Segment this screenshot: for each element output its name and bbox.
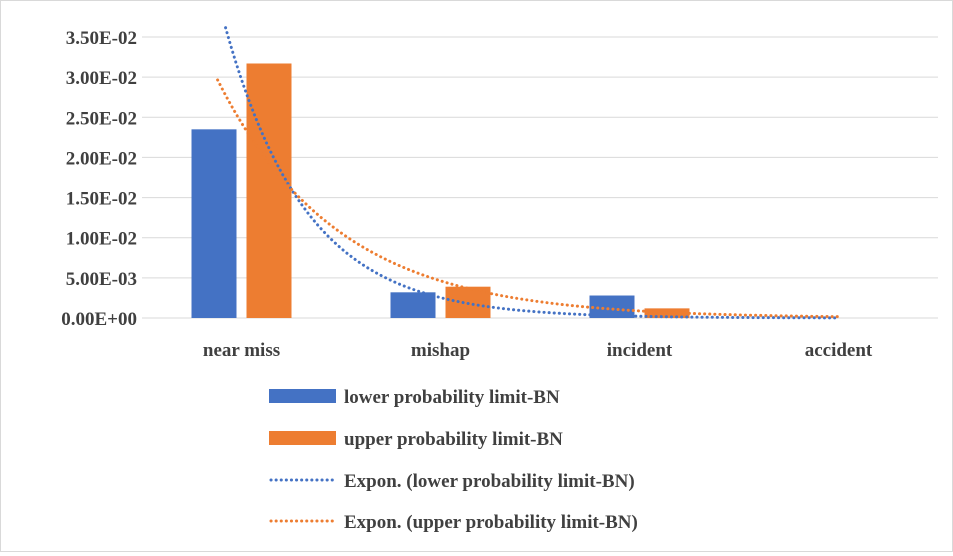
trendlines (216, 26, 840, 320)
y-tick-label: 3.00E-02 (66, 68, 137, 89)
bars (191, 63, 690, 318)
y-tick-label: 5.00E-03 (66, 269, 137, 290)
y-axis-ticks: 0.00E+00 5.00E-03 1.00E-02 1.50E-02 2.00E-02… (61, 28, 137, 330)
x-tick-label: accident (805, 340, 873, 361)
x-tick-label: incident (607, 340, 673, 361)
bar-upper-near-miss (246, 63, 292, 318)
legend-label: Expon. (lower probability limit-BN) (344, 471, 635, 492)
y-tick-label: 3.50E-02 (66, 28, 137, 49)
x-tick-label: near miss (203, 340, 280, 361)
legend-label: lower probability limit-BN (344, 387, 560, 408)
trendline-upper (216, 78, 840, 319)
y-tick-label: 1.50E-02 (66, 189, 137, 210)
bar-lower-mishap (390, 292, 436, 318)
x-axis-ticks: near miss mishap incident accident (203, 340, 873, 361)
bar-lower-incident (589, 295, 635, 318)
y-tick-label: 2.00E-02 (66, 148, 137, 169)
legend-label: Expon. (upper probability limit-BN) (344, 512, 638, 533)
y-tick-label: 0.00E+00 (61, 309, 137, 330)
trendline-lower (224, 26, 840, 320)
legend-swatch (269, 389, 336, 403)
bar-upper-incident (644, 308, 690, 318)
legend-swatch (269, 431, 336, 445)
x-tick-label: mishap (411, 340, 470, 361)
y-tick-label: 2.50E-02 (66, 108, 137, 129)
legend: lower probability limit-BN upper probabil… (269, 387, 638, 533)
y-tick-label: 1.00E-02 (66, 229, 137, 250)
bar-lower-near-miss (191, 129, 237, 318)
legend-label: upper probability limit-BN (344, 429, 563, 450)
